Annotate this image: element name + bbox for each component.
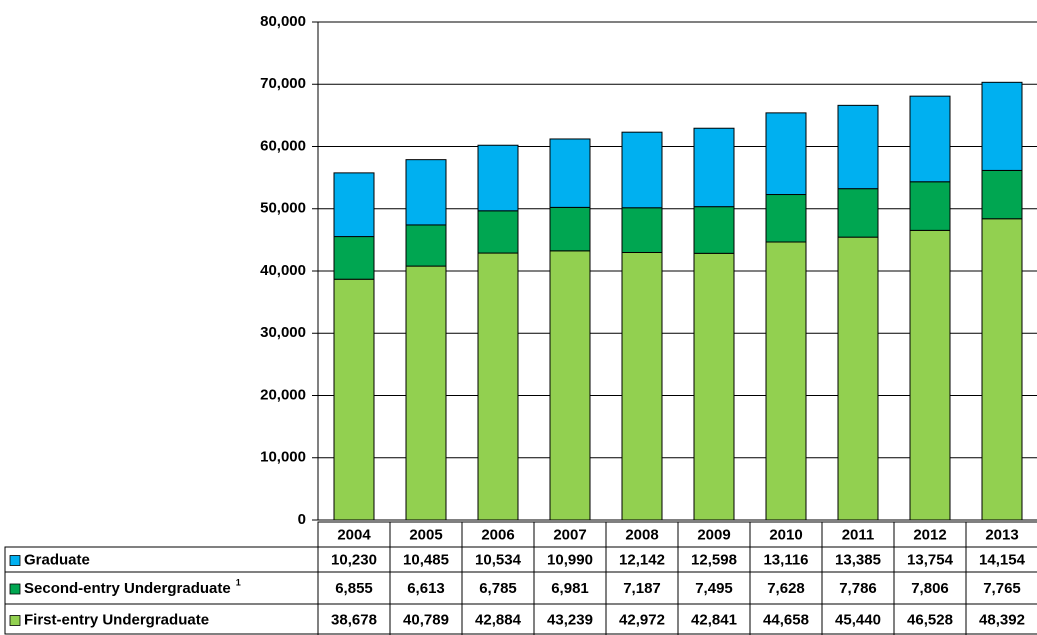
table-value: 43,239 — [547, 611, 593, 628]
x-tick-label: 2009 — [697, 526, 730, 543]
bar-segment — [909, 95, 951, 183]
table-value: 7,765 — [983, 580, 1021, 597]
table-value: 40,789 — [403, 611, 449, 628]
table-value: 6,613 — [407, 580, 445, 597]
bar-segment — [405, 159, 447, 226]
y-tick-label: 20,000 — [260, 386, 306, 403]
y-tick-label: 30,000 — [260, 324, 306, 341]
legend-note: 1 — [236, 577, 241, 587]
bar-segment — [837, 104, 879, 190]
table-value: 46,528 — [907, 611, 953, 628]
y-tick-label: 0 — [298, 511, 306, 528]
bar-segment — [333, 236, 375, 280]
table-value: 7,187 — [623, 580, 661, 597]
table-value: 10,990 — [547, 551, 593, 568]
bar-segment — [549, 138, 591, 208]
x-tick-label: 2004 — [337, 526, 371, 543]
legend-swatch — [9, 583, 21, 595]
bar-segment — [693, 127, 735, 208]
table-value: 45,440 — [835, 611, 881, 628]
table-value: 10,230 — [331, 551, 377, 568]
bar-segment — [405, 224, 447, 267]
y-tick-label: 70,000 — [260, 75, 306, 92]
legend-label: Graduate — [24, 551, 90, 568]
y-tick-label: 60,000 — [260, 137, 306, 154]
table-value: 6,981 — [551, 580, 589, 597]
y-tick-label: 40,000 — [260, 262, 306, 279]
bar-segment — [621, 207, 663, 253]
x-tick-label: 2010 — [769, 526, 802, 543]
table-value: 42,884 — [475, 611, 522, 628]
table-value: 44,658 — [763, 611, 809, 628]
bar-segment — [837, 188, 879, 238]
bar-segment — [333, 172, 375, 238]
x-tick-label: 2005 — [409, 526, 442, 543]
y-tick-label: 10,000 — [260, 449, 306, 466]
bar-segment — [765, 194, 807, 243]
table-value: 6,855 — [335, 580, 373, 597]
bar-segment — [765, 112, 807, 196]
bar-segment — [981, 81, 1023, 171]
bar-segment — [765, 241, 807, 521]
table-value: 42,972 — [619, 611, 665, 628]
bar-segment — [693, 206, 735, 254]
table-body — [4, 546, 1037, 635]
table-value: 7,495 — [695, 580, 733, 597]
table-value: 10,485 — [403, 551, 449, 568]
y-tick-label: 50,000 — [260, 200, 306, 217]
bar-segment — [909, 229, 951, 521]
x-tick-label: 2008 — [625, 526, 658, 543]
table-value: 13,385 — [835, 551, 881, 568]
bar-segment — [477, 210, 519, 254]
bar-segment — [981, 169, 1023, 220]
x-tick-label: 2006 — [481, 526, 514, 543]
table-value: 7,806 — [911, 580, 949, 597]
bar-segment — [693, 252, 735, 521]
table-value: 38,678 — [331, 611, 377, 628]
table-value: 42,841 — [691, 611, 737, 628]
bar-segment — [477, 144, 519, 212]
x-tick-label: 2013 — [985, 526, 1018, 543]
bar-segment — [837, 236, 879, 521]
table-value: 10,534 — [475, 551, 522, 568]
table-value: 7,628 — [767, 580, 805, 597]
bar-segment — [621, 251, 663, 521]
bar-segment — [477, 252, 519, 521]
bar-segment — [981, 218, 1023, 521]
table-value: 6,785 — [479, 580, 517, 597]
x-tick-label: 2011 — [842, 526, 875, 543]
x-tick-label: 2007 — [553, 526, 586, 543]
table-value: 7,786 — [839, 580, 877, 597]
legend-label: First-entry Undergraduate — [24, 611, 209, 628]
legend-swatch — [9, 615, 21, 626]
bar-segment — [621, 131, 663, 209]
bar-segment — [549, 250, 591, 521]
bar-segment — [909, 181, 951, 231]
table-value: 48,392 — [979, 611, 1025, 628]
legend-swatch — [9, 555, 21, 566]
bar-segment — [405, 265, 447, 521]
x-tick-label: 2012 — [913, 526, 946, 543]
table-value: 12,142 — [619, 551, 665, 568]
table-value: 13,116 — [763, 551, 808, 568]
bar-segment — [333, 278, 375, 521]
table-value: 12,598 — [691, 551, 737, 568]
table-value: 14,154 — [979, 551, 1026, 568]
legend-label: Second-entry Undergraduate — [24, 580, 231, 597]
bar-segment — [549, 206, 591, 252]
y-tick-label: 80,000 — [260, 13, 306, 30]
table-value: 13,754 — [907, 551, 954, 568]
